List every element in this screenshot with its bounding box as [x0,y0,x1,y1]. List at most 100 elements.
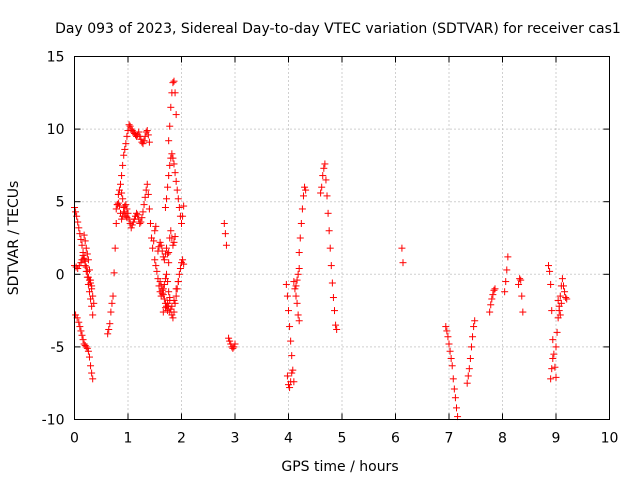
data-point [557,299,565,307]
data-point [122,140,130,148]
data-point [79,251,87,259]
data-point [121,145,129,153]
data-point [146,219,154,227]
data-point [171,89,179,97]
data-point [84,256,92,264]
data-point [452,404,460,412]
data-point [516,275,524,283]
data-point [450,385,458,393]
data-point [167,227,175,235]
data-point [398,244,406,252]
data-point [545,262,553,270]
data-point [555,307,563,315]
data-point [139,208,147,216]
data-point [87,276,95,284]
data-point [160,295,168,303]
data-point [123,205,131,213]
data-point [221,230,229,238]
data-point [119,161,127,169]
data-point [135,128,143,136]
data-point [74,218,82,226]
data-point [562,294,570,302]
data-point [168,234,176,242]
data-point [175,204,183,212]
data-point [552,373,560,381]
data-point [321,160,329,168]
data-point [126,122,134,130]
data-point [290,278,298,286]
data-point [515,280,523,288]
data-point [489,291,497,299]
data-point [161,304,169,312]
data-point [169,314,177,322]
data-point [293,299,301,307]
data-point [77,327,85,335]
data-point [82,263,90,271]
data-point [288,369,296,377]
data-point [129,218,137,226]
data-point [491,285,499,293]
data-point [108,299,116,307]
y-tick-label: 10 [47,122,65,138]
data-point [81,257,89,265]
data-point [443,327,451,335]
data-point [442,323,450,331]
data-point [287,337,295,345]
data-point [179,256,187,264]
data-point [75,262,83,270]
data-point [104,330,112,338]
data-point [145,205,153,213]
data-point [331,307,339,315]
data-point [553,328,561,336]
data-point [120,204,128,212]
data-point [444,333,452,341]
x-tick-label: 1 [124,431,133,447]
data-point [81,237,89,245]
data-point [467,343,475,351]
data-point [180,202,188,210]
data-point [283,372,291,380]
data-point [77,259,85,267]
grid [74,56,610,420]
data-point [556,311,564,319]
data-point [111,244,119,252]
data-point [152,262,160,270]
data-point [143,180,151,188]
data-point [165,137,173,145]
data-point [550,350,558,358]
data-point [109,292,117,300]
data-point [220,219,228,227]
data-point [488,295,496,303]
data-point [161,204,169,212]
data-point [79,336,87,344]
data-point [157,282,165,290]
data-point [294,270,302,278]
data-point [318,183,326,191]
data-point [319,172,327,180]
data-point [282,280,290,288]
data-point [448,362,456,370]
data-point [229,344,237,352]
data-point [158,286,166,294]
x-tick-label: 10 [601,431,619,447]
data-point [90,299,98,307]
data-point [156,278,164,286]
data-point [291,285,299,293]
data-point [517,276,525,284]
data-point [77,235,85,243]
data-point [89,311,97,319]
data-point [165,172,173,180]
data-point [166,122,174,130]
data-point [72,311,80,319]
data-point [168,302,176,310]
data-point [106,320,114,328]
data-point [164,250,172,258]
data-point [172,285,180,293]
data-point [123,132,131,140]
data-point [164,183,172,191]
x-tick-label: 3 [231,431,240,447]
data-point [486,308,494,316]
data-point [114,199,122,207]
data-point [83,250,91,258]
